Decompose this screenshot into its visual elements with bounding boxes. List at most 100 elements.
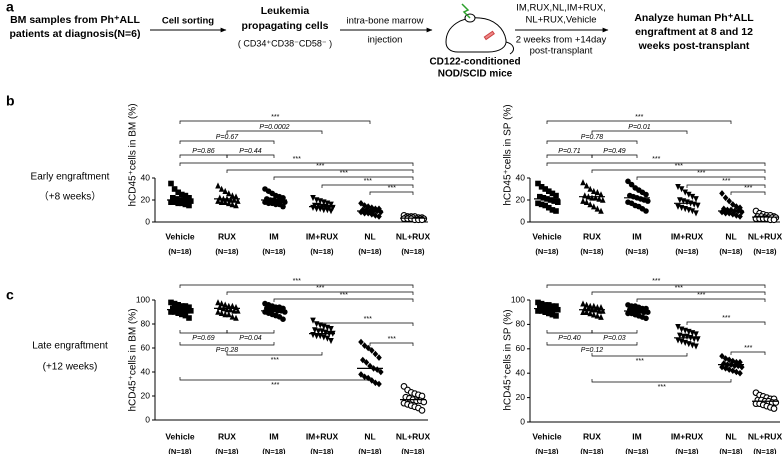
data-point [218, 198, 225, 205]
significance-bracket [179, 330, 228, 334]
significance-bracket [226, 352, 323, 356]
significance-bracket [321, 184, 414, 188]
significance-label: P=0.04 [239, 335, 261, 342]
n-label: (N=18) [310, 447, 334, 454]
significance-bracket [686, 184, 766, 188]
treatment-text: IM,RUX,NL,IM+RUX, [516, 3, 605, 14]
data-point [600, 307, 606, 314]
data-point [361, 342, 368, 349]
data-point [215, 182, 221, 189]
analysis-text: engraftment at 8 and 12 [635, 26, 753, 38]
data-point [328, 338, 334, 345]
significance-label: *** [657, 384, 665, 391]
panel-label: a [6, 0, 14, 15]
data-point [363, 359, 370, 366]
data-point [310, 317, 316, 324]
data-point [182, 303, 189, 309]
x-tick-label: NL+RUX [396, 231, 431, 241]
data-point [226, 190, 232, 197]
data-point [215, 308, 221, 315]
data-point [369, 204, 375, 211]
data-point [358, 200, 364, 207]
data-point [173, 305, 180, 312]
y-tick-label: 0 [145, 216, 150, 226]
data-point [675, 324, 681, 331]
data-point [324, 335, 331, 342]
markers-text: ( CD34⁺CD38⁻CD58⁻ ) [238, 38, 332, 48]
data-point [175, 310, 181, 316]
data-point [372, 205, 379, 213]
data-point [592, 194, 599, 201]
data-point [772, 399, 780, 406]
significance-label: *** [292, 156, 300, 163]
x-tick-label: IM+RUX [306, 431, 339, 441]
data-point [179, 200, 185, 207]
row-label: (+12 weeks) [43, 362, 98, 373]
n-label: (N=18) [215, 247, 239, 256]
significance-bracket [591, 130, 688, 134]
n-label: (N=18) [168, 447, 192, 454]
x-tick-label: Vehicle [165, 431, 195, 441]
data-point [594, 312, 601, 319]
data-point [678, 186, 685, 193]
data-point [719, 363, 725, 371]
data-point [596, 195, 602, 202]
data-point [598, 191, 604, 198]
x-tick-label: IM+RUX [306, 231, 339, 241]
data-point [553, 303, 559, 309]
data-point [551, 198, 557, 204]
y-tick-label: 20 [141, 390, 151, 400]
x-tick-label: Vehicle [165, 231, 195, 241]
source-text: BM samples from Ph⁺ALL [10, 14, 140, 26]
data-point [695, 202, 701, 209]
significance-bracket [179, 162, 414, 166]
data-point [645, 198, 651, 204]
data-point [372, 212, 379, 219]
data-point [594, 189, 601, 196]
data-point [737, 213, 743, 220]
data-point [227, 306, 234, 313]
data-point [538, 184, 545, 190]
data-point [280, 316, 286, 323]
n-label: (N=18) [168, 247, 192, 256]
data-point [546, 188, 552, 194]
data-point [546, 302, 552, 308]
data-point [369, 347, 375, 354]
data-point [542, 186, 548, 192]
significance-label: *** [697, 170, 705, 177]
significance-label: *** [635, 114, 643, 121]
data-point [361, 209, 368, 217]
significance-label: P=0.78 [581, 134, 603, 141]
data-point [231, 196, 237, 203]
n-label: (N=18) [358, 247, 382, 256]
data-point [184, 308, 190, 314]
data-point [628, 181, 635, 188]
y-tick-label: 40 [141, 172, 151, 182]
panel-label: c [6, 287, 14, 303]
significance-label: *** [387, 185, 395, 192]
significance-label: P=0.03 [603, 335, 625, 342]
analysis-text: Analyze human Ph⁺ALL [634, 12, 754, 24]
data-point [170, 305, 176, 312]
data-point [689, 208, 696, 215]
dot-plot: 0 20 40 60 80 100 hCD45⁺cells in SP (%) Vehicle… [503, 278, 783, 454]
data-point [235, 197, 241, 204]
schematic: a BM samples from Ph⁺ALL patients at dia… [6, 0, 754, 80]
n-label: (N=18) [535, 247, 559, 256]
data-point [215, 299, 221, 306]
data-point [321, 207, 327, 214]
step-label: Cell sorting [162, 16, 214, 27]
y-tick-label: 0 [520, 416, 525, 426]
x-tick-label: Vehicle [532, 231, 562, 241]
x-tick-label: RUX [583, 431, 601, 441]
data-point [535, 299, 541, 306]
data-point [360, 206, 366, 214]
data-point [222, 311, 228, 318]
data-point [328, 201, 334, 208]
x-tick-label: IM+RUX [671, 231, 704, 241]
y-tick-label: 0 [145, 414, 150, 424]
data-point [186, 195, 192, 201]
data-point [553, 192, 559, 199]
data-point [719, 352, 725, 360]
